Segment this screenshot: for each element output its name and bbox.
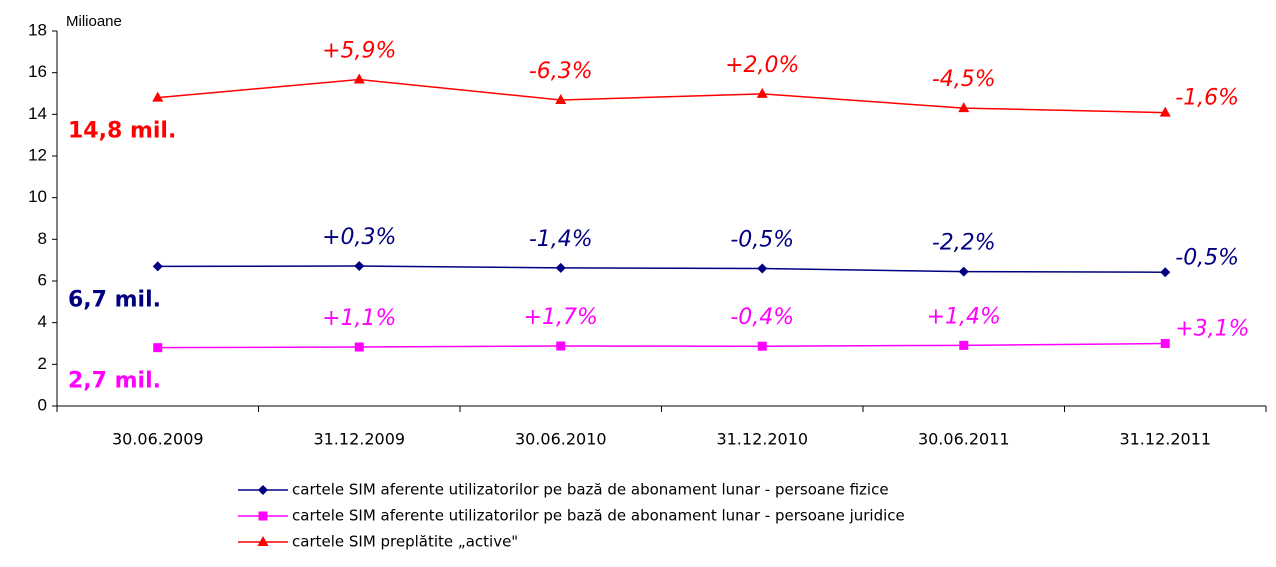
point-marker <box>959 340 969 350</box>
point-marker <box>756 87 768 98</box>
legend-label: cartele SIM aferente utilizatorilor pe b… <box>292 481 889 499</box>
x-tick-label: 31.12.2010 <box>716 430 808 449</box>
y-tick-label: 16 <box>28 62 47 81</box>
x-tick-label: 30.06.2010 <box>515 430 607 449</box>
point-marker <box>354 261 365 271</box>
legend-label: cartele SIM preplătite „active" <box>292 533 518 551</box>
x-tick-label: 31.12.2011 <box>1119 430 1211 449</box>
x-tick-label: 30.06.2009 <box>112 430 204 449</box>
legend-marker <box>258 485 268 495</box>
change-label: +1,4% <box>927 304 1001 329</box>
legend-marker <box>258 511 268 521</box>
x-tick-label: 31.12.2009 <box>313 430 405 449</box>
legend-label: cartele SIM aferente utilizatorilor pe b… <box>292 507 905 525</box>
change-label: +1,7% <box>524 305 598 330</box>
point-marker <box>757 263 768 274</box>
y-tick-label: 10 <box>28 187 47 206</box>
y-tick-label: 8 <box>38 229 47 248</box>
change-label: -1,6% <box>1175 86 1239 111</box>
start-label: 2,7 mil. <box>68 369 161 394</box>
point-marker <box>958 266 969 277</box>
change-label: +1,1% <box>322 306 396 331</box>
point-marker <box>1160 339 1170 348</box>
y-tick-label: 12 <box>28 145 47 164</box>
x-tick-label: 30.06.2011 <box>918 430 1010 449</box>
change-label: -0,5% <box>730 228 794 253</box>
y-tick-label: 14 <box>28 104 47 123</box>
point-marker <box>152 261 163 272</box>
start-label: 6,7 mil. <box>68 287 161 312</box>
point-marker <box>556 341 566 351</box>
change-label: -0,5% <box>1175 245 1239 270</box>
series-line <box>157 78 1166 114</box>
point-marker <box>354 342 364 352</box>
change-label: -1,4% <box>529 227 593 252</box>
point-marker <box>153 343 163 353</box>
point-marker <box>555 93 567 104</box>
point-marker <box>958 102 970 113</box>
point-marker <box>757 341 767 351</box>
point-marker <box>152 91 164 102</box>
point-marker <box>353 73 365 84</box>
legend-marker <box>257 536 269 546</box>
y-axis-label: Milioane <box>66 13 122 30</box>
change-label: +0,3% <box>322 225 396 250</box>
y-tick-label: 4 <box>38 312 47 331</box>
y-tick-label: 6 <box>38 270 47 289</box>
start-label: 14,8 mil. <box>68 119 176 144</box>
change-label: +2,0% <box>725 53 799 78</box>
series-line <box>157 342 1166 349</box>
change-label: -2,2% <box>932 231 996 256</box>
change-label: +5,9% <box>322 39 396 64</box>
point-marker <box>555 262 566 273</box>
change-label: -4,5% <box>932 67 996 92</box>
y-tick-label: 0 <box>38 395 47 414</box>
change-label: -6,3% <box>529 59 593 84</box>
y-tick-label: 2 <box>38 354 47 373</box>
series-line <box>157 265 1166 273</box>
y-tick-label: 18 <box>28 20 47 39</box>
change-label: -0,4% <box>730 305 794 330</box>
change-label: +3,1% <box>1175 317 1249 342</box>
point-marker <box>1160 267 1171 278</box>
point-marker <box>1159 106 1171 117</box>
